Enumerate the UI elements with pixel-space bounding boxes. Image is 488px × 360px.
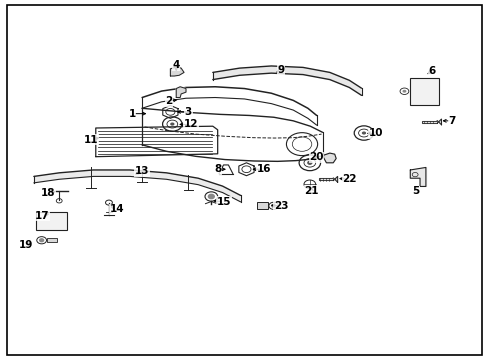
Text: 13: 13 [135,166,149,176]
Circle shape [208,194,214,199]
Text: 2: 2 [165,96,172,106]
Polygon shape [34,170,240,202]
Polygon shape [176,87,185,98]
Text: 12: 12 [183,120,198,129]
Polygon shape [322,153,335,163]
Text: 3: 3 [184,107,192,117]
Polygon shape [332,176,337,182]
Bar [36,212,67,230]
Text: 4: 4 [172,60,180,70]
Polygon shape [212,66,361,95]
Text: 22: 22 [342,174,356,184]
Circle shape [40,239,43,242]
Bar [409,78,438,105]
Text: 15: 15 [216,197,231,207]
Text: 10: 10 [368,129,383,138]
Polygon shape [318,178,332,180]
Circle shape [271,204,275,207]
Polygon shape [409,167,425,186]
Polygon shape [436,119,441,125]
Text: 21: 21 [304,186,318,196]
Text: 5: 5 [412,186,419,197]
Polygon shape [170,67,183,76]
Text: 18: 18 [41,188,56,198]
Text: 20: 20 [309,152,323,162]
Circle shape [170,122,174,126]
Text: 11: 11 [83,135,98,145]
Circle shape [402,90,406,93]
Text: 17: 17 [35,211,49,221]
Circle shape [307,161,311,164]
Text: 8: 8 [214,164,221,174]
Bar [257,202,267,210]
Text: 16: 16 [256,164,271,174]
Text: 23: 23 [273,201,288,211]
Text: 7: 7 [447,116,454,126]
Circle shape [361,131,366,135]
Text: 9: 9 [277,64,284,75]
Bar [46,238,57,242]
Polygon shape [422,121,436,123]
Text: 19: 19 [19,240,33,250]
Text: 6: 6 [427,66,435,76]
Text: 1: 1 [128,109,136,119]
Text: 14: 14 [109,204,124,215]
